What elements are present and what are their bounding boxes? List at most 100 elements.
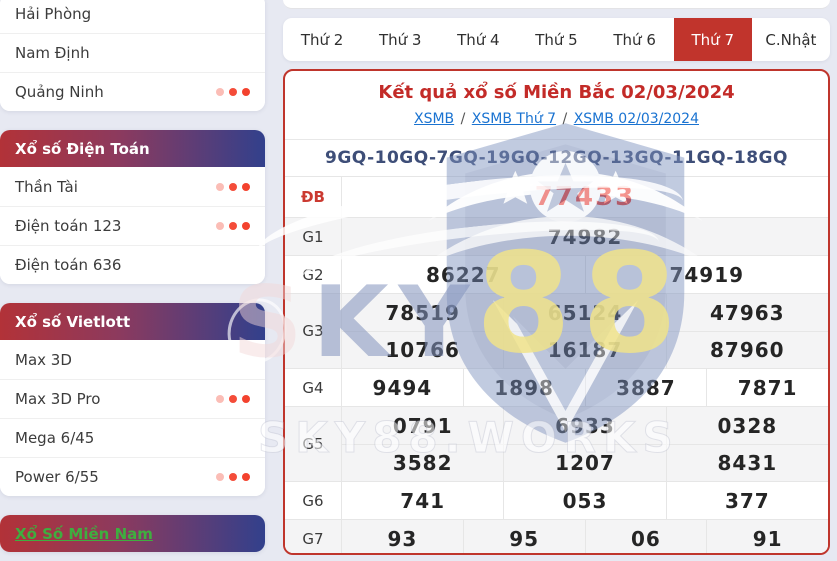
prize-row-g3: G3 78519 65124 47963 10766 16187 87960 bbox=[285, 293, 828, 368]
tab-thu-6[interactable]: Thứ 6 bbox=[613, 30, 656, 49]
divider bbox=[285, 139, 828, 140]
prize-value-g1: 74982 bbox=[547, 224, 623, 249]
main-content: Thứ 2 Thứ 3 Thứ 4 Thứ 5 Thứ 6 Thứ 7 C.Nhật Kết… bbox=[283, 0, 830, 555]
sidebar-section-header-label: Xổ số Điện Toán bbox=[15, 139, 150, 158]
draw-code: 9GQ-10GQ-7GQ-19GQ-12GQ-13GQ-11GQ-18GQ bbox=[325, 148, 788, 168]
breadcrumb-separator: / bbox=[558, 111, 572, 127]
prize-value-g4: 3887 bbox=[584, 369, 707, 406]
tab-thu-2[interactable]: Thứ 2 bbox=[300, 30, 344, 49]
prize-value-g5: 0328 bbox=[665, 407, 828, 444]
prize-value-g5: 1207 bbox=[503, 445, 665, 481]
loading-dots-icon bbox=[216, 88, 250, 96]
prize-value-g6: 053 bbox=[503, 482, 665, 519]
prize-value-g5: 8431 bbox=[665, 445, 828, 481]
loading-dots-icon bbox=[216, 222, 250, 230]
prize-label-g1: G1 bbox=[285, 218, 342, 255]
breadcrumb-link-xsmb-thu-7[interactable]: XSMB Thứ 7 bbox=[471, 111, 557, 127]
prize-label-db: ĐB bbox=[285, 177, 342, 217]
prize-label-g5: G5 bbox=[285, 407, 342, 481]
tab-thu-5[interactable]: Thứ 5 bbox=[535, 30, 578, 49]
prize-value-g2: 86227 bbox=[425, 262, 501, 287]
sidebar-item-than-tai[interactable]: Thần Tài bbox=[0, 167, 265, 206]
prize-value-g3: 65124 bbox=[503, 294, 665, 331]
sidebar-card-provinces: Hải Phòng Nam Định Quảng Ninh bbox=[0, 0, 265, 111]
results-table: ĐB 77433 G1 74982 G2 86227 74919 G3 78519 65124 47… bbox=[285, 176, 828, 553]
prize-value-g7: 95 bbox=[462, 520, 585, 553]
loading-dots-icon bbox=[216, 473, 250, 481]
prize-value-g4: 9494 bbox=[372, 375, 433, 400]
sidebar-item-max-3d-pro[interactable]: Max 3D Pro bbox=[0, 379, 265, 418]
prize-value-g6: 377 bbox=[665, 482, 828, 519]
prize-row-g2: G2 86227 74919 bbox=[285, 255, 828, 293]
prize-value-g3: 78519 bbox=[385, 300, 460, 325]
prize-value-db: 77433 bbox=[534, 182, 636, 212]
breadcrumb-separator: / bbox=[456, 111, 470, 127]
page-title: Kết quả xổ số Miền Bắc 02/03/2024 bbox=[378, 82, 735, 103]
prize-value-g4: 1898 bbox=[462, 369, 585, 406]
sidebar-item-max-3d[interactable]: Max 3D bbox=[0, 340, 265, 379]
sidebar-item-label: Điện toán 123 bbox=[15, 217, 122, 235]
prize-value-g2: 74919 bbox=[584, 256, 829, 293]
prize-value-g5: 0791 bbox=[392, 413, 453, 438]
sidebar-item-label: Power 6/55 bbox=[15, 468, 99, 486]
sidebar-section-header-label: Xổ số Vietlott bbox=[15, 312, 131, 331]
prize-value-g3: 87960 bbox=[665, 332, 828, 368]
prize-label-g3: G3 bbox=[285, 294, 342, 368]
prize-value-g5: 3582 bbox=[392, 451, 453, 475]
sidebar-item-dien-toan-123[interactable]: Điện toán 123 bbox=[0, 206, 265, 245]
sidebar-section-header-vietlott: Xổ số Vietlott bbox=[0, 303, 265, 340]
prize-value-g4: 7871 bbox=[706, 369, 828, 406]
prize-value-g7: 93 bbox=[387, 526, 418, 551]
sidebar-item-hai-phong[interactable]: Hải Phòng bbox=[0, 0, 265, 33]
loading-dots-icon bbox=[216, 395, 250, 403]
sidebar-section-header-mien-nam[interactable]: Xổ Số Miền Nam bbox=[0, 515, 265, 552]
sidebar-item-label: Thần Tài bbox=[15, 177, 78, 196]
tab-thu-3[interactable]: Thứ 3 bbox=[378, 30, 422, 49]
sidebar-card-dien-toan: Xổ số Điện Toán Thần Tài Điện toán 123 Điện… bbox=[0, 130, 265, 284]
breadcrumb-link-xsmb[interactable]: XSMB bbox=[413, 111, 455, 127]
sidebar-item-label: Mega 6/45 bbox=[15, 429, 95, 447]
tab-c-nhat[interactable]: C.Nhật bbox=[765, 30, 817, 49]
prize-row-g7: G7 93 95 06 91 bbox=[285, 519, 828, 553]
prize-row-g1: G1 74982 bbox=[285, 217, 828, 255]
results-panel: Kết quả xổ số Miền Bắc 02/03/2024 XSMB /… bbox=[283, 69, 830, 555]
weekday-tabs: Thứ 2 Thứ 3 Thứ 4 Thứ 5 Thứ 6 Thứ 7 C.Nhật bbox=[283, 18, 830, 61]
prize-value-g7: 91 bbox=[706, 520, 828, 553]
sidebar-item-label: Max 3D bbox=[15, 350, 72, 369]
prize-label-g4: G4 bbox=[285, 369, 342, 406]
prize-value-g3: 47963 bbox=[665, 294, 828, 331]
sidebar-card-mien-nam: Xổ Số Miền Nam bbox=[0, 515, 265, 552]
sidebar-item-label: Điện toán 636 bbox=[15, 256, 122, 274]
prize-value-g3: 16187 bbox=[503, 332, 665, 368]
prize-value-g7: 06 bbox=[584, 520, 707, 553]
sidebar: Hải Phòng Nam Định Quảng Ninh Xổ số Điện To… bbox=[0, 0, 265, 552]
sidebar-item-dien-toan-636[interactable]: Điện toán 636 bbox=[0, 245, 265, 284]
breadcrumb-link-xsmb-date[interactable]: XSMB 02/03/2024 bbox=[573, 111, 699, 127]
prize-row-g5: G5 0791 6933 0328 3582 1207 8431 bbox=[285, 406, 828, 481]
sidebar-section-header-dien-toan: Xổ số Điện Toán bbox=[0, 130, 265, 167]
sidebar-item-label: Hải Phòng bbox=[15, 4, 92, 23]
sidebar-item-label: Nam Định bbox=[15, 44, 90, 62]
prize-label-g6: G6 bbox=[285, 482, 342, 519]
prize-value-g6: 741 bbox=[400, 488, 446, 513]
breadcrumb: XSMB / XSMB Thứ 7 / XSMB 02/03/2024 bbox=[285, 109, 828, 129]
sidebar-item-label: Max 3D Pro bbox=[15, 390, 101, 408]
sidebar-section-header-label: Xổ Số Miền Nam bbox=[15, 524, 153, 543]
sidebar-item-nam-dinh[interactable]: Nam Định bbox=[0, 33, 265, 72]
tab-thu-4[interactable]: Thứ 4 bbox=[457, 30, 500, 49]
sidebar-item-label: Quảng Ninh bbox=[15, 83, 104, 101]
sidebar-item-quang-ninh[interactable]: Quảng Ninh bbox=[0, 72, 265, 111]
loading-dots-icon bbox=[216, 182, 250, 191]
prize-label-g2: G2 bbox=[285, 256, 342, 293]
tab-thu-7[interactable]: Thứ 7 bbox=[673, 18, 752, 61]
sidebar-item-power-6-55[interactable]: Power 6/55 bbox=[0, 457, 265, 496]
prize-value-g5: 6933 bbox=[503, 407, 665, 444]
prize-value-g3: 10766 bbox=[385, 338, 460, 362]
prize-label-g7: G7 bbox=[285, 520, 342, 553]
top-card-edge bbox=[283, 0, 830, 9]
sidebar-item-mega-6-45[interactable]: Mega 6/45 bbox=[0, 418, 265, 457]
prize-row-g6: G6 741 053 377 bbox=[285, 481, 828, 519]
prize-row-g4: G4 9494 1898 3887 7871 bbox=[285, 368, 828, 406]
sidebar-card-vietlott: Xổ số Vietlott Max 3D Max 3D Pro Mega 6/45 P… bbox=[0, 303, 265, 496]
prize-row-db: ĐB 77433 bbox=[285, 177, 828, 217]
